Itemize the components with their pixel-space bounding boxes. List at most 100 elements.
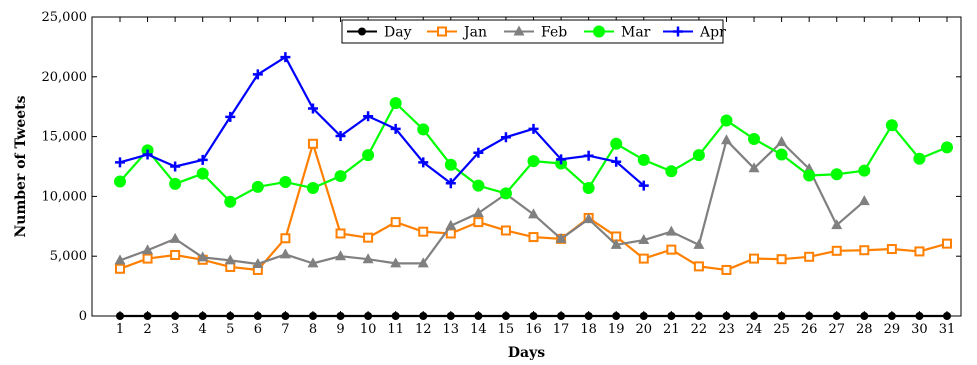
data-point-mar xyxy=(362,149,375,162)
data-point-day xyxy=(253,312,262,320)
data-point-day xyxy=(116,312,124,320)
data-point-apr xyxy=(528,123,539,134)
data-point-mar xyxy=(389,97,402,110)
x-tick-label: 24 xyxy=(746,322,763,337)
y-tick-label: 10,000 xyxy=(42,189,88,204)
data-point-day xyxy=(639,312,648,320)
x-tick-label: 29 xyxy=(884,322,901,337)
data-point-day xyxy=(860,312,869,320)
data-point-feb xyxy=(831,219,843,230)
data-point-feb xyxy=(583,213,595,224)
data-point-jan xyxy=(473,217,484,228)
data-point-feb xyxy=(335,250,347,261)
x-tick-label: 5 xyxy=(226,322,234,337)
data-point-feb xyxy=(197,251,209,262)
data-point-feb xyxy=(307,257,319,268)
y-tick-label: 25,000 xyxy=(42,10,88,25)
data-point-apr xyxy=(473,147,484,158)
data-point-apr xyxy=(225,111,236,122)
data-point-day xyxy=(474,312,483,320)
data-point-day xyxy=(171,312,180,320)
x-tick-label: 12 xyxy=(415,322,432,337)
data-point-day xyxy=(777,312,786,320)
x-tick-label: 7 xyxy=(281,322,289,337)
data-point-day xyxy=(667,312,676,320)
y-axis-title: Number of Tweets xyxy=(13,95,29,237)
data-point-feb xyxy=(142,244,154,255)
data-point-jan xyxy=(776,254,787,265)
x-tick-label: 25 xyxy=(773,322,790,337)
data-point-apr xyxy=(390,123,401,134)
data-point-apr xyxy=(500,132,511,143)
y-tick-label: 15,000 xyxy=(42,130,88,145)
data-point-day xyxy=(419,312,428,320)
data-point-mar xyxy=(830,168,843,181)
x-tick-label: 6 xyxy=(254,322,262,337)
x-tick-label: 30 xyxy=(911,322,928,337)
series-day xyxy=(116,312,951,320)
plot-frame xyxy=(91,16,962,317)
data-point-day xyxy=(915,312,924,320)
data-point-mar xyxy=(334,170,347,183)
x-tick-label: 16 xyxy=(525,322,542,337)
x-tick-label: 31 xyxy=(939,322,956,337)
x-tick-label: 17 xyxy=(553,322,570,337)
data-point-apr xyxy=(252,69,263,80)
data-point-day xyxy=(887,312,896,320)
legend-marker-apr xyxy=(673,26,683,37)
legend-marker-day xyxy=(358,27,366,36)
x-tick-label: 13 xyxy=(443,322,460,337)
data-point-feb xyxy=(224,254,236,265)
data-point-jan xyxy=(528,232,539,243)
data-point-jan xyxy=(831,245,842,256)
data-point-mar xyxy=(224,195,237,208)
data-point-feb xyxy=(555,232,567,243)
data-point-mar xyxy=(858,164,871,177)
x-tick-label: 26 xyxy=(801,322,818,337)
x-tick-label: 3 xyxy=(171,322,179,337)
data-point-feb xyxy=(252,257,264,268)
series-apr xyxy=(115,52,649,191)
series-layer xyxy=(114,52,953,320)
data-point-mar xyxy=(637,153,650,166)
data-point-day xyxy=(198,312,207,320)
data-point-mar xyxy=(720,114,733,127)
data-point-apr xyxy=(556,154,567,165)
data-point-mar xyxy=(582,182,595,195)
series-line-feb xyxy=(119,139,866,266)
data-point-feb xyxy=(169,232,181,243)
data-point-day xyxy=(446,312,455,320)
data-point-feb xyxy=(693,238,705,249)
data-point-mar xyxy=(499,187,512,200)
data-point-mar xyxy=(196,167,209,180)
legend-label-feb: Feb xyxy=(541,25,567,41)
x-tick-label: 8 xyxy=(309,322,317,337)
y-tick-label: 20,000 xyxy=(42,70,88,85)
data-point-feb xyxy=(720,134,732,145)
data-point-feb xyxy=(665,225,677,236)
data-point-feb xyxy=(638,234,650,245)
series-mar xyxy=(114,97,953,208)
data-point-apr xyxy=(611,156,622,167)
data-point-day xyxy=(336,312,345,320)
data-point-day xyxy=(722,312,731,320)
legend-marker-feb xyxy=(513,25,525,36)
x-tick-label: 18 xyxy=(580,322,597,337)
data-point-jan xyxy=(170,250,181,261)
data-point-mar xyxy=(114,175,126,188)
x-tick-label: 2 xyxy=(143,322,151,337)
data-point-jan xyxy=(280,233,291,244)
data-point-apr xyxy=(170,161,181,172)
x-tick-label: 19 xyxy=(608,322,625,337)
data-point-feb xyxy=(528,208,539,219)
data-point-jan xyxy=(142,253,153,264)
data-point-feb xyxy=(472,207,484,218)
data-point-mar xyxy=(941,141,953,154)
data-point-jan xyxy=(666,244,677,255)
data-point-apr xyxy=(115,157,125,168)
data-point-day xyxy=(805,312,814,320)
data-point-day xyxy=(308,312,317,320)
data-point-jan xyxy=(886,244,897,255)
